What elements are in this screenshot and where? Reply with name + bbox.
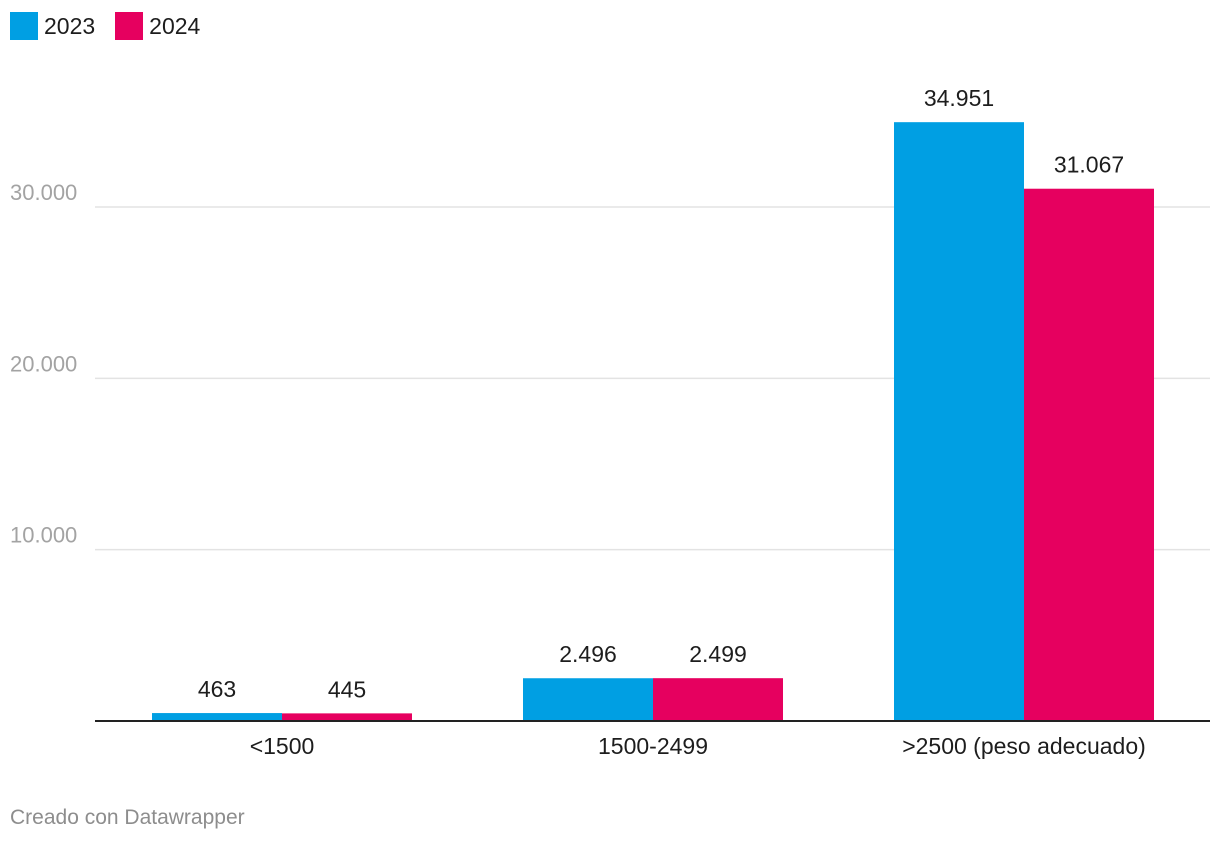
- y-tick-label: 30.000: [10, 180, 77, 205]
- y-tick-label: 20.000: [10, 351, 77, 376]
- legend-swatch-2023: [10, 12, 38, 40]
- legend-swatch-2024: [115, 12, 144, 40]
- data-label: 445: [328, 676, 366, 702]
- data-label: 34.951: [924, 85, 994, 111]
- legend-label-2023: 2023: [44, 12, 96, 39]
- data-label: 31.067: [1054, 152, 1124, 178]
- bar: [653, 678, 783, 721]
- data-label: 463: [198, 676, 236, 702]
- credit-text: Creado con Datawrapper: [10, 806, 245, 829]
- data-label: 2.496: [559, 641, 617, 667]
- y-tick-label: 10.000: [10, 523, 77, 548]
- data-label: 2.499: [689, 641, 747, 667]
- legend: 2023 2024: [10, 12, 200, 40]
- x-tick-label: 1500-2499: [598, 733, 708, 759]
- bar: [152, 713, 282, 721]
- bar: [1024, 188, 1154, 721]
- x-tick-label: >2500 (peso adecuado): [902, 733, 1146, 759]
- legend-item-2023: 2023: [10, 12, 95, 40]
- x-tick-label: <1500: [250, 733, 315, 759]
- legend-label-2024: 2024: [149, 12, 201, 39]
- legend-item-2024: 2024: [115, 12, 200, 40]
- bar: [894, 122, 1024, 722]
- bar: [523, 678, 653, 721]
- bar: [282, 713, 412, 721]
